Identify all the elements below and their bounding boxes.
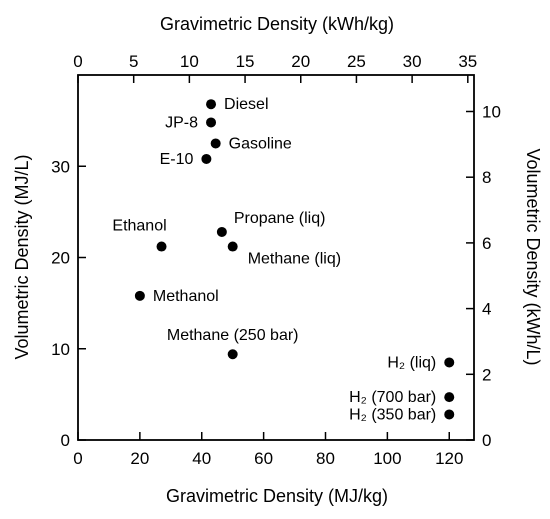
data-points: Diesel JP-8 Gasoline E-10 Ethanol Propane (li…	[112, 96, 455, 423]
data-point	[156, 241, 167, 252]
data-point	[227, 241, 238, 252]
y-axis-ticks: 0 10 20 30	[51, 157, 86, 450]
data-point	[201, 153, 212, 164]
point-label: Gasoline	[229, 135, 292, 152]
x-tick-label: 60	[254, 449, 273, 468]
data-point	[444, 392, 455, 403]
x2-tick-label: 10	[180, 52, 199, 71]
point-label: H₂ (liq)	[387, 354, 436, 371]
point-label: Diesel	[224, 96, 268, 113]
x-tick-label: 100	[373, 449, 401, 468]
y2-tick-label: 2	[482, 365, 491, 384]
point-label: H₂ (350 bar)	[349, 406, 436, 423]
point-label: H₂ (700 bar)	[349, 389, 436, 406]
y2-axis-ticks: 0 2 4 6 8 10	[466, 102, 501, 450]
point-label: JP-8	[165, 114, 198, 131]
x2-tick-label: 30	[403, 52, 422, 71]
y-tick-label: 0	[61, 431, 70, 450]
x2-tick-label: 0	[73, 52, 82, 71]
point-label: Propane (liq)	[234, 210, 326, 227]
data-point	[206, 117, 217, 128]
y-tick-label: 20	[51, 249, 70, 268]
y-axis-title: Volumetric Density (MJ/L)	[12, 154, 32, 359]
x-tick-label: 80	[316, 449, 335, 468]
x-tick-label: 20	[130, 449, 149, 468]
x2-axis-title: Gravimetric Density (kWh/kg)	[160, 14, 394, 34]
y-tick-label: 30	[51, 157, 70, 176]
data-point	[444, 357, 455, 368]
data-point	[227, 349, 238, 360]
y2-tick-label: 6	[482, 234, 491, 253]
point-label: Methanol	[153, 288, 219, 305]
data-point	[134, 290, 145, 301]
data-point	[210, 138, 221, 149]
data-point	[216, 226, 227, 237]
point-label: Methane (250 bar)	[167, 327, 299, 344]
point-label: Ethanol	[112, 218, 166, 235]
x-axis-ticks: 0 20 40 60 80 100 120	[73, 432, 463, 468]
y-tick-label: 10	[51, 340, 70, 359]
x-axis-title: Gravimetric Density (MJ/kg)	[166, 486, 388, 506]
y2-tick-label: 10	[482, 102, 501, 121]
point-label: E-10	[160, 151, 194, 168]
data-point	[444, 409, 455, 420]
x2-tick-label: 35	[458, 52, 477, 71]
x-tick-label: 0	[73, 449, 82, 468]
x2-tick-label: 15	[236, 52, 255, 71]
y2-tick-label: 8	[482, 168, 491, 187]
data-point	[206, 99, 217, 110]
y2-tick-label: 4	[482, 300, 491, 319]
x-tick-label: 40	[192, 449, 211, 468]
x2-tick-label: 20	[291, 52, 310, 71]
y2-axis-title: Volumetric Density (kWh/L)	[523, 148, 543, 365]
x2-tick-label: 25	[347, 52, 366, 71]
point-label: Methane (liq)	[248, 251, 341, 268]
x2-axis-ticks: 0 5 10 15 20 25 30 35	[73, 52, 477, 83]
x-tick-label: 120	[435, 449, 463, 468]
x2-tick-label: 5	[129, 52, 138, 71]
y2-tick-label: 0	[482, 431, 491, 450]
